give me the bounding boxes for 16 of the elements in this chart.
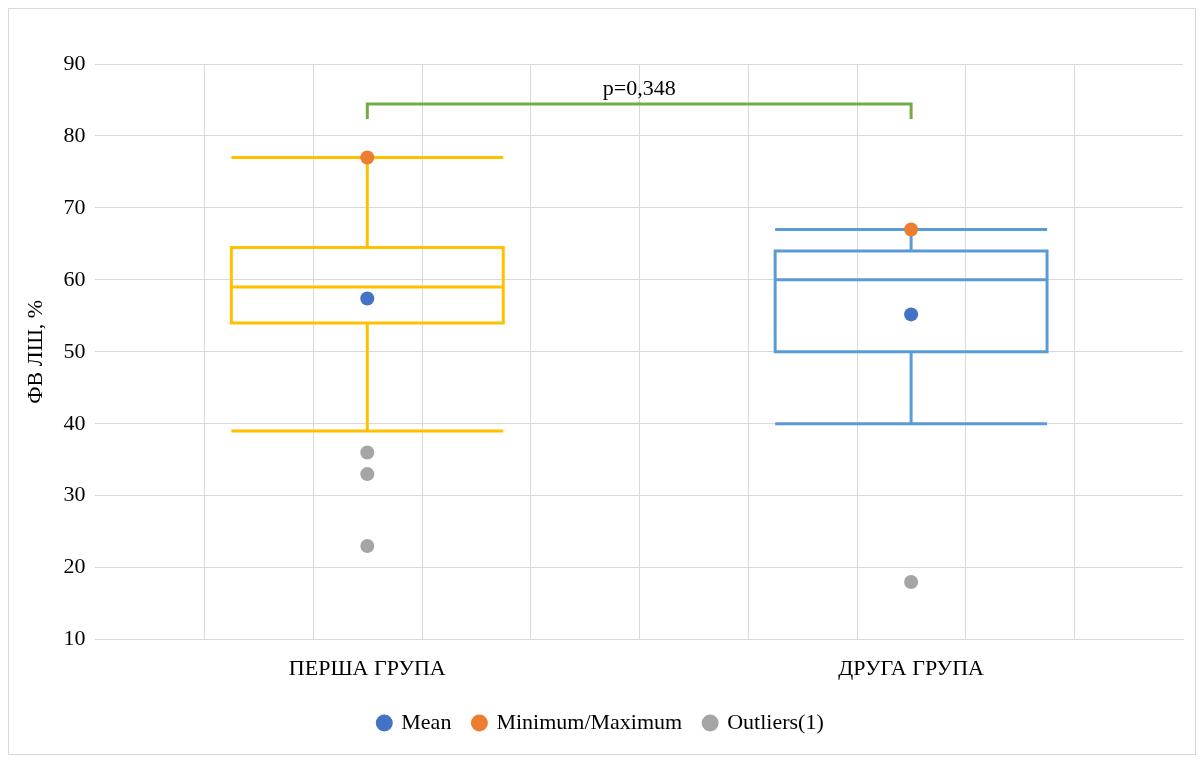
y-tick-label: 80 <box>63 121 86 147</box>
legend-label: Outliers(1) <box>727 708 824 734</box>
legend-label: Minimum/Maximum <box>496 708 683 734</box>
x-tick-label: ДРУГА ГРУПА <box>838 654 985 680</box>
x-tick-label: ПЕРША ГРУПА <box>288 654 446 680</box>
y-tick-label: 60 <box>63 265 86 291</box>
y-tick-label: 40 <box>63 409 86 435</box>
y-tick-label: 30 <box>63 481 86 507</box>
y-tick-label: 50 <box>63 337 86 363</box>
y-tick-label: 20 <box>63 553 86 579</box>
y-tick-label: 70 <box>63 193 86 219</box>
y-axis-title: ФВ ЛШ, % <box>21 299 47 404</box>
y-tick-label: 90 <box>63 49 86 75</box>
legend-label: Mean <box>401 708 452 734</box>
annotation: p=0,348 <box>602 74 676 100</box>
y-tick-label: 10 <box>63 625 86 651</box>
